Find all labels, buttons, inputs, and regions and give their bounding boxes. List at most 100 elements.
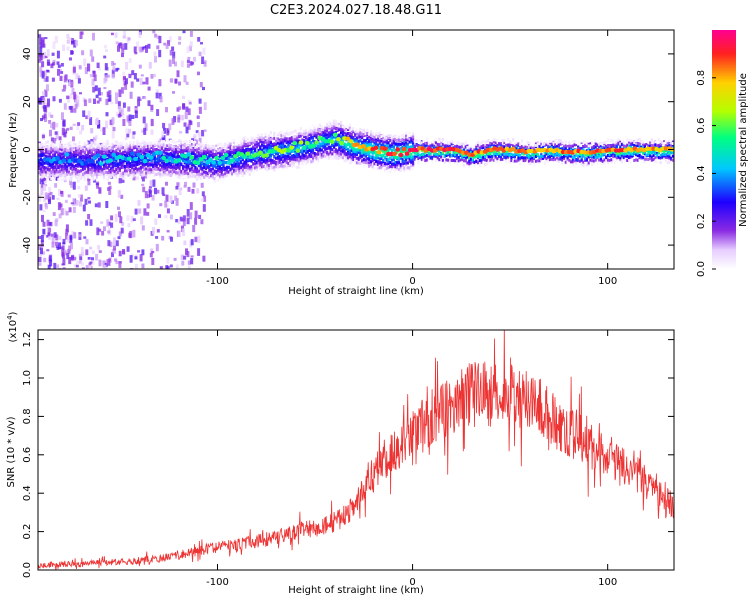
spectrogram-noise-cell: [91, 260, 95, 265]
spectrogram-band-cell: [196, 170, 199, 174]
spectrogram-band-cell: [280, 134, 283, 138]
spectrogram-band-cell: [308, 153, 311, 157]
spectrogram-band-cell: [173, 141, 176, 145]
spectrogram-band-cell: [492, 153, 495, 157]
spectrogram-noise-cell: [69, 234, 73, 240]
spectrogram-band-cell: [491, 155, 494, 158]
spectrogram-band-cell: [380, 135, 383, 139]
spectrogram-band-cell: [559, 139, 562, 143]
spectrogram-noise-cell: [198, 106, 202, 114]
spectrogram-noise-cell: [183, 255, 187, 260]
spectrogram-noise-cell: [91, 257, 94, 261]
spectrogram-band-cell: [211, 145, 214, 149]
spectrogram-band-cell: [350, 133, 353, 137]
spectrogram-noise-cell: [84, 67, 88, 75]
spectrogram-noise-cell: [122, 118, 126, 126]
spectrogram-noise-cell: [114, 213, 118, 222]
spectrogram-noise-cell: [175, 198, 179, 206]
spectrogram-band-cell: [108, 150, 111, 154]
spectrogram-band-cell: [306, 146, 309, 150]
spectrogram-band-cell: [187, 164, 190, 168]
spectrogram-band-cell: [436, 138, 439, 142]
spectrogram-band-cell: [129, 165, 132, 168]
spectrogram-noise-cell: [187, 108, 191, 116]
spectrogram-band-cell: [326, 126, 329, 130]
spectrogram-band-cell: [178, 155, 181, 159]
spectrogram-noise-cell: [132, 218, 136, 221]
spectrogram-band-cell: [74, 154, 78, 158]
spectrogram-noise-cell: [118, 211, 121, 218]
spectrogram-band-cell: [459, 158, 462, 162]
spectrogram-band-cell: [145, 155, 148, 159]
spectrogram-noise-cell: [39, 37, 43, 46]
spectrogram-band-cell: [433, 154, 436, 158]
spectrogram-band-cell: [234, 171, 237, 175]
spectrogram-band-cell: [352, 160, 355, 164]
spectrogram-band-cell: [241, 158, 244, 162]
spectrogram-band-cell: [41, 173, 44, 177]
spectrogram-noise-cell: [81, 50, 85, 56]
spectrogram-noise-cell: [116, 67, 120, 71]
spectrogram-noise-cell: [60, 63, 64, 67]
spectrogram-band-cell: [361, 147, 364, 151]
spectrogram-noise-cell: [89, 117, 93, 125]
spectrogram-noise-cell: [197, 248, 201, 256]
spectrogram-band-cell: [57, 150, 60, 154]
spectrogram-band-cell: [250, 150, 253, 154]
spectrogram-band-cell: [355, 156, 358, 160]
spectrogram-band-cell: [401, 158, 404, 162]
spectrogram-band-cell: [382, 158, 385, 162]
spectrogram-band-cell: [455, 156, 459, 160]
spectrogram-band-cell: [238, 174, 241, 178]
spectrogram-noise-cell: [52, 212, 56, 216]
spectrogram-band-cell: [131, 166, 134, 170]
spectrogram-band-cell: [67, 176, 70, 180]
spectrogram-band-cell: [383, 155, 387, 159]
spectrogram-band-cell: [373, 144, 376, 148]
spectrogram-band-cell: [183, 165, 186, 169]
spectrogram-band-cell: [310, 130, 313, 134]
spectrogram-noise-cell: [88, 98, 92, 103]
spectrogram-band-cell: [299, 134, 302, 138]
spectrogram-band-cell: [278, 146, 281, 150]
spectrogram-band-cell: [171, 146, 174, 150]
spectrogram-band-cell: [92, 169, 95, 173]
spectrogram-noise-cell: [66, 96, 70, 99]
spectrogram-band-cell: [146, 170, 150, 174]
spectrogram-band-cell: [290, 137, 293, 141]
spectrogram-band-cell: [182, 177, 185, 181]
spectrogram-band-cell: [301, 132, 304, 136]
spectrogram-band-cell: [405, 167, 408, 171]
spectrogram-noise-cell: [186, 251, 190, 258]
spectrogram-noise-cell: [97, 87, 101, 96]
spectrogram-band-cell: [73, 144, 76, 148]
spectrogram-band-cell: [331, 152, 334, 156]
spectrogram-band-cell: [204, 146, 207, 150]
spectrogram-band-cell: [334, 119, 337, 123]
spectrogram-band-cell: [194, 153, 197, 157]
spectrogram-noise-cell: [174, 78, 178, 84]
spectrogram-band-cell: [245, 168, 248, 172]
spectrogram-band-cell: [74, 172, 78, 175]
spectrogram-band-cell: [203, 166, 206, 169]
spectrogram-noise-cell: [48, 112, 52, 117]
spectrogram-band-cell: [220, 168, 223, 172]
spectrogram-band-cell: [180, 150, 183, 154]
spectrogram-cells: [38, 30, 674, 269]
spectrogram-band-cell: [331, 129, 334, 133]
spectrogram-noise-cell: [117, 236, 121, 240]
spectrogram-noise-cell: [180, 254, 184, 260]
spectrogram-band-cell: [482, 140, 485, 143]
spectrogram-band-cell: [101, 151, 104, 155]
spectrogram-noise-cell: [197, 71, 200, 76]
spectrogram-band-cell: [262, 165, 265, 168]
spectrogram-band-cell: [159, 159, 162, 163]
spectrogram-band-cell: [197, 141, 200, 145]
spectrogram-band-cell: [333, 150, 336, 153]
spectrogram-band-cell: [396, 144, 399, 148]
spectrogram-band-cell: [573, 140, 576, 144]
spectrogram-noise-cell: [80, 262, 84, 266]
spectrogram-band-cell: [380, 163, 383, 167]
spectrogram-band-cell: [243, 164, 246, 168]
spectrogram-band-cell: [182, 158, 185, 162]
